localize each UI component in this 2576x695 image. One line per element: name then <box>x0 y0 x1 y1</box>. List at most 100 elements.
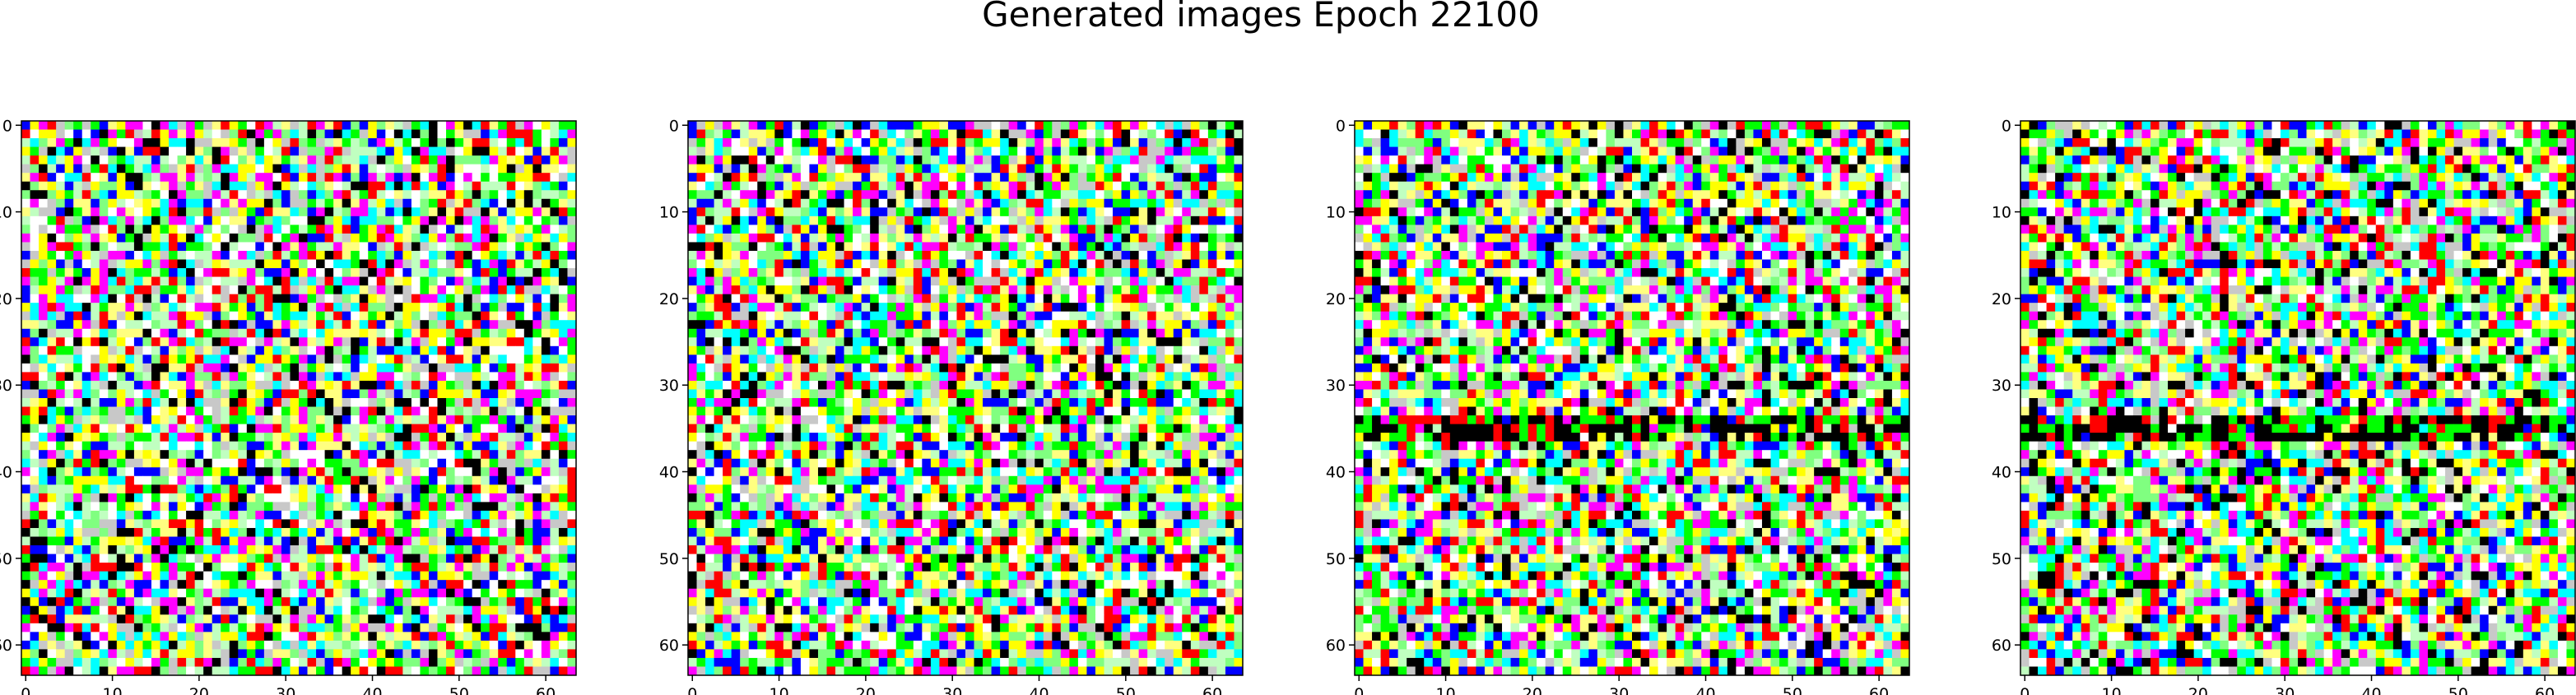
pixel <box>870 121 880 130</box>
pixel <box>376 510 386 520</box>
pixel <box>73 433 83 442</box>
pixel <box>142 303 152 313</box>
pixel <box>160 285 170 295</box>
pixel <box>696 198 706 208</box>
pixel <box>333 433 343 442</box>
pixel <box>281 605 291 615</box>
pixel <box>506 173 516 183</box>
pixel <box>489 666 499 676</box>
pixel <box>532 597 542 607</box>
pixel <box>506 632 516 642</box>
pixel <box>56 225 66 234</box>
pixel <box>844 190 853 200</box>
pixel <box>376 129 386 139</box>
pixel <box>160 632 170 642</box>
pixel <box>307 259 317 269</box>
pixel <box>342 632 351 642</box>
pixel <box>567 311 577 321</box>
pixel <box>385 536 395 546</box>
pixel <box>116 181 126 191</box>
pixel <box>446 303 455 313</box>
pixel <box>368 433 378 442</box>
pixel <box>481 657 491 667</box>
pixel <box>56 563 66 572</box>
pixel <box>91 614 100 624</box>
pixel <box>454 502 464 512</box>
pixel <box>142 233 152 243</box>
pixel <box>272 433 282 442</box>
pixel <box>428 155 438 165</box>
pixel <box>142 320 152 330</box>
pixel <box>428 545 438 554</box>
pixel <box>1216 173 1226 183</box>
pixel <box>125 225 135 234</box>
pixel <box>272 649 282 659</box>
pixel <box>515 173 525 183</box>
pixel <box>983 155 992 165</box>
pixel <box>472 259 481 269</box>
pixel <box>472 623 481 632</box>
pixel <box>99 372 109 382</box>
pixel <box>472 354 481 364</box>
pixel <box>272 320 282 330</box>
pixel <box>246 225 256 234</box>
pixel <box>21 363 30 373</box>
pixel <box>393 345 403 355</box>
pixel <box>437 441 447 451</box>
pixel <box>186 441 196 451</box>
pixel <box>212 215 221 225</box>
pixel <box>203 666 213 676</box>
pixel <box>1017 164 1027 174</box>
pixel <box>169 320 178 330</box>
pixel <box>272 303 282 313</box>
pixel <box>532 614 542 624</box>
pixel <box>255 649 265 659</box>
pixel <box>393 380 403 390</box>
pixel <box>351 588 360 598</box>
pixel <box>186 363 196 373</box>
pixel <box>91 458 100 468</box>
pixel <box>47 372 57 382</box>
pixel <box>307 328 317 338</box>
pixel <box>186 519 196 529</box>
pixel <box>870 181 880 191</box>
pixel <box>532 441 542 451</box>
pixel <box>489 580 499 590</box>
pixel <box>351 372 360 382</box>
pixel <box>1207 190 1217 200</box>
pixel <box>1035 164 1044 174</box>
pixel <box>21 198 30 208</box>
pixel <box>515 632 525 642</box>
pixel <box>792 215 802 225</box>
pixel <box>30 233 40 243</box>
pixel <box>714 190 723 200</box>
pixel <box>402 545 412 554</box>
pixel <box>299 527 308 537</box>
pixel <box>194 268 204 277</box>
pixel <box>324 311 334 321</box>
pixel <box>489 623 499 632</box>
pixel <box>307 563 317 572</box>
pixel <box>91 415 100 424</box>
pixel <box>481 571 491 581</box>
pixel <box>437 632 447 642</box>
pixel <box>740 181 750 191</box>
pixel <box>376 597 386 607</box>
pixel <box>887 121 897 130</box>
pixel <box>186 571 196 581</box>
pixel <box>316 623 325 632</box>
pixel <box>194 527 204 537</box>
pixel <box>116 207 126 217</box>
pixel <box>246 502 256 512</box>
pixel <box>359 337 369 347</box>
pixel <box>99 129 109 139</box>
pixel <box>1069 146 1079 156</box>
pixel <box>895 207 905 217</box>
pixel <box>30 649 40 659</box>
pixel <box>229 233 239 243</box>
pixel <box>333 502 343 512</box>
pixel <box>108 207 118 217</box>
pixel <box>108 398 118 407</box>
pixel <box>472 294 481 303</box>
pixel <box>489 225 499 234</box>
